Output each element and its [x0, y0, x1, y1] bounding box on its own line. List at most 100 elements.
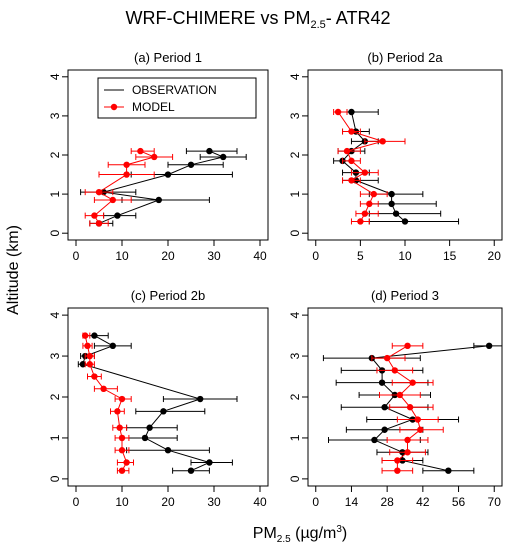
data-point [366, 200, 373, 208]
x-tick-label: 0 [312, 495, 319, 509]
data-point [118, 395, 126, 403]
data-point [123, 161, 130, 168]
plot-area [77, 332, 238, 474]
data-point [86, 352, 94, 360]
data-point [343, 147, 351, 155]
data-point [383, 354, 391, 362]
data-point [392, 210, 400, 217]
x-tick-label: 10 [398, 249, 412, 263]
data-point [116, 424, 123, 431]
panel-d: (d) Period 3 0 14 28 42 56 70 0 1 2 3 4 [288, 288, 503, 509]
y-tick-label: 1 [288, 434, 302, 441]
series-observation [77, 332, 238, 474]
data-point [109, 196, 117, 204]
panels: (a) Period 10 10 20 30 4001234OBSERVATIONMOD… [48, 50, 503, 509]
x-tick-label: 30 [207, 249, 221, 263]
data-point [381, 426, 388, 433]
data-point [348, 177, 355, 184]
data-point [381, 404, 388, 411]
panel-title: (c) Period 2b [131, 288, 205, 303]
data-point [79, 361, 87, 368]
data-point [91, 212, 98, 219]
x-tick-label: 0 [312, 249, 319, 263]
series-model [84, 147, 174, 227]
data-point [109, 342, 117, 350]
x-tick-label: 0 [73, 249, 80, 263]
y-tick-label: 2 [288, 393, 302, 400]
legend-box [97, 77, 257, 119]
data-point [114, 408, 121, 415]
data-point [414, 416, 421, 423]
x-tick-label: 40 [253, 495, 267, 509]
data-point [396, 391, 404, 399]
data-point [388, 190, 395, 198]
series-line [98, 150, 225, 224]
data-point [137, 147, 144, 155]
panel-a: (a) Period 1 0 10 20 30 40 0 1 2 3 4 OBSERVATION MOD… [48, 50, 269, 263]
legend-label-model: MODEL [132, 100, 175, 114]
data-point [361, 169, 369, 176]
y-tick-label: 3 [288, 112, 302, 119]
y-tick-label: 4 [288, 73, 302, 80]
data-point [206, 147, 213, 155]
data-point [187, 161, 195, 168]
y-tick-label: 2 [48, 151, 62, 158]
y-tick-label: 1 [288, 190, 302, 197]
data-point [348, 128, 355, 135]
data-point [141, 434, 149, 442]
series-observation [80, 147, 247, 227]
y-tick-label: 3 [288, 352, 302, 359]
panel-title: (d) Period 3 [371, 288, 439, 303]
data-point [348, 108, 355, 116]
x-axis-label: PM2.5 (µg/m3) [253, 524, 347, 545]
legend-marker-model [110, 103, 118, 111]
data-point [118, 434, 126, 442]
y-tick-label: 4 [48, 73, 62, 80]
plot-frame [307, 69, 503, 241]
data-point [123, 171, 130, 178]
data-point [404, 436, 411, 444]
x-tick-label: 40 [253, 249, 267, 263]
legend-label-observation: OBSERVATION [132, 83, 217, 97]
data-point [371, 436, 378, 444]
series-model [333, 108, 406, 225]
data-point [417, 426, 424, 433]
y-tick-label: 4 [48, 311, 62, 318]
data-point [391, 367, 399, 374]
data-point [406, 404, 414, 411]
y-axis-label: Altitude (km) [5, 225, 22, 315]
x-tick-label: 42 [416, 495, 430, 509]
x-tick-label: 28 [380, 495, 394, 509]
y-tick-label: 3 [48, 352, 62, 359]
data-point [123, 459, 130, 466]
data-point [361, 210, 369, 217]
data-point [82, 332, 89, 339]
data-point [378, 379, 386, 386]
data-point [164, 171, 172, 178]
panel-title: (b) Period 2a [367, 50, 443, 65]
x-tick-label: 14 [345, 495, 359, 509]
y-tick-label: 2 [48, 393, 62, 400]
x-tick-label: 10 [115, 495, 129, 509]
y-tick-label: 0 [288, 230, 302, 237]
x-tick-label: 15 [443, 249, 457, 263]
data-point [146, 424, 153, 431]
data-point [187, 467, 195, 474]
data-point [357, 218, 364, 225]
data-point [404, 449, 411, 456]
plot-area [80, 147, 247, 227]
series-observation [322, 342, 502, 474]
panel-b: (b) Period 2a 0 5 10 15 20 0 1 2 3 4 [288, 50, 503, 263]
data-point [151, 153, 158, 161]
x-tick-label: 0 [73, 495, 80, 509]
data-point [91, 373, 98, 380]
figure-title: WRF-CHIMERE vs PM2.5- ATR42 [126, 8, 391, 31]
data-point [95, 188, 103, 196]
x-tick-label: 70 [488, 495, 502, 509]
data-point [84, 342, 91, 350]
x-tick-label: 10 [115, 249, 129, 263]
data-point [118, 467, 126, 474]
data-point [404, 342, 411, 350]
data-point [485, 342, 493, 350]
